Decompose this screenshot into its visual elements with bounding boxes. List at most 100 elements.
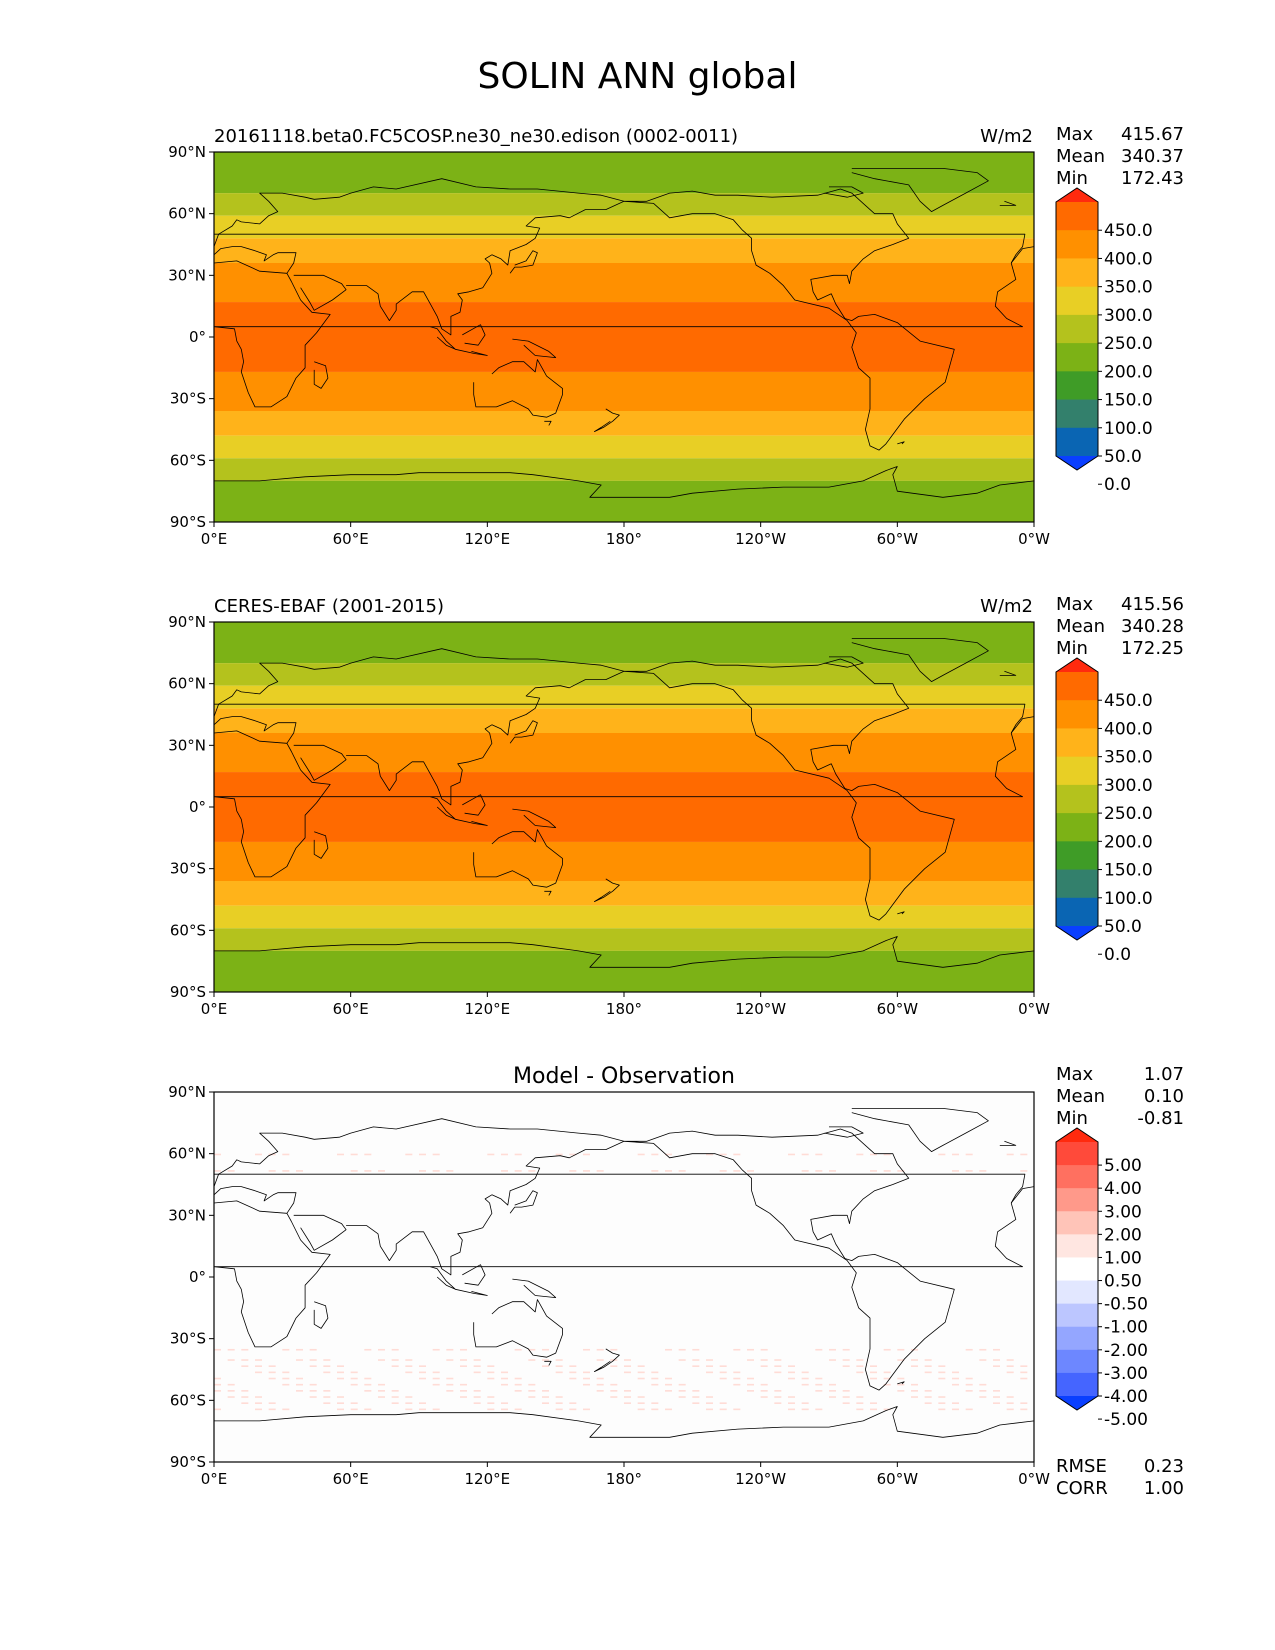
diff-speckle xyxy=(241,1348,249,1351)
diff-speckle xyxy=(651,1402,659,1404)
lat-tick-label: 30°S xyxy=(170,390,206,408)
diff-speckle xyxy=(227,1348,235,1351)
colorbar-tick-label: 400.0 xyxy=(1104,719,1153,739)
diff-speckle xyxy=(624,1371,631,1374)
diff-speckle xyxy=(364,1390,372,1392)
colorbar-tick-label: 1.00 xyxy=(1104,1248,1142,1268)
diff-speckle xyxy=(624,1359,631,1361)
diff-speckle xyxy=(255,1359,262,1361)
lat-tick-label: 30°N xyxy=(168,1206,206,1224)
diff-speckle xyxy=(610,1396,618,1398)
diff-speckle xyxy=(419,1402,426,1404)
abs-colorbar: 450.0 400.0 350.0 300.0 250.0 200.0 150.0 100.0… xyxy=(1055,657,1153,965)
diff-speckle xyxy=(692,1359,700,1361)
coastline xyxy=(462,794,486,816)
diff-speckle xyxy=(774,1371,782,1374)
diff-speckle xyxy=(473,1365,481,1367)
diff-speckle xyxy=(733,1383,741,1386)
coastlines xyxy=(213,168,1035,498)
diff-speckle xyxy=(542,1396,549,1398)
diff-speckle xyxy=(350,1408,358,1411)
diff-speckle xyxy=(473,1390,481,1392)
diff-speckle xyxy=(268,1170,276,1172)
colorbar-extend-bottom xyxy=(1056,926,1098,940)
diff-background xyxy=(214,1092,1034,1462)
diff-speckle xyxy=(583,1348,590,1351)
diff-speckle xyxy=(651,1408,659,1411)
diff-speckle xyxy=(255,1408,262,1411)
colorbar-swatch xyxy=(1056,756,1098,786)
coastline xyxy=(594,878,620,903)
diff-speckle xyxy=(350,1371,358,1374)
coastline xyxy=(623,658,955,921)
diff-speckle xyxy=(227,1390,235,1392)
colorbar-tick-label: 100.0 xyxy=(1104,419,1153,439)
min-label: Min xyxy=(1056,1108,1088,1129)
diff-speckle xyxy=(801,1402,809,1404)
lon-tick-label: 120°W xyxy=(735,1470,786,1488)
lon-tick-label: 0°W xyxy=(1018,1000,1050,1018)
colorbar-swatch xyxy=(1056,286,1098,316)
diff-colorbar: 5.00 4.00 3.00 2.00 1.00 0.50 -0.50 -1.00 -2.00 -… xyxy=(1055,1127,1148,1430)
diff-speckle xyxy=(419,1170,426,1172)
diff-speckle xyxy=(350,1383,358,1386)
diff-speckle xyxy=(501,1377,508,1380)
colorbar-extend-top xyxy=(1056,188,1098,202)
coastline xyxy=(512,808,557,829)
diff-speckle xyxy=(651,1371,659,1374)
field-band xyxy=(214,708,1034,733)
diff-speckle xyxy=(692,1390,700,1392)
diff-speckle xyxy=(378,1383,385,1386)
diff-speckle xyxy=(1006,1153,1014,1156)
diff-speckle xyxy=(268,1408,276,1411)
diff-speckle xyxy=(432,1383,440,1386)
diff-speckle xyxy=(637,1153,645,1156)
diff-speckle xyxy=(665,1408,672,1411)
diff-speckle xyxy=(446,1390,454,1392)
diff-speckle xyxy=(296,1359,303,1361)
diff-speckle xyxy=(924,1402,932,1404)
coastline xyxy=(1010,246,1035,264)
diff-speckle xyxy=(432,1371,440,1374)
diff-speckle xyxy=(596,1359,604,1361)
colorbar-tick-label: -1.00 xyxy=(1104,1318,1148,1338)
diff-speckle xyxy=(952,1408,959,1411)
coastline xyxy=(897,911,905,915)
panel-title: 20161118.beta0.FC5COSP.ne30_ne30.edison … xyxy=(214,126,739,147)
diff-speckle xyxy=(979,1390,987,1392)
diff-speckle xyxy=(255,1371,262,1374)
coastline xyxy=(313,1301,329,1329)
lon-tick-label: 0°E xyxy=(201,1470,228,1488)
colorbar-extend-bottom xyxy=(1056,456,1098,470)
diff-speckle xyxy=(678,1396,686,1398)
colorbar-swatch xyxy=(1056,784,1098,814)
diff-speckle xyxy=(337,1408,344,1411)
diff-speckle xyxy=(760,1365,768,1367)
diff-speckle xyxy=(350,1402,358,1404)
diff-speckle xyxy=(856,1371,864,1374)
coastline xyxy=(213,1186,297,1214)
diff-speckle xyxy=(227,1359,235,1361)
diff-speckle xyxy=(241,1359,249,1361)
field-band xyxy=(214,663,1034,686)
diff-speckle xyxy=(965,1153,973,1156)
lon-tick-label: 0°E xyxy=(201,530,228,548)
diff-speckle xyxy=(774,1359,782,1361)
diff-speckle xyxy=(419,1365,426,1367)
diff-speckle xyxy=(446,1377,454,1380)
coastline xyxy=(509,720,538,744)
diff-speckle xyxy=(829,1390,836,1392)
lat-tick-label: 30°N xyxy=(168,266,206,284)
colorbar-swatch xyxy=(1056,1188,1098,1212)
diff-speckle xyxy=(528,1390,536,1392)
mean-value: 0.10 xyxy=(1143,1086,1184,1107)
diff-speckle xyxy=(391,1348,399,1351)
diff-speckle xyxy=(528,1170,536,1172)
diff-speckle xyxy=(856,1359,864,1361)
field-band xyxy=(214,685,1034,709)
diff-speckle xyxy=(637,1365,645,1367)
mean-label: Mean xyxy=(1056,1086,1106,1107)
diff-speckle xyxy=(924,1359,932,1361)
diff-speckle xyxy=(446,1359,454,1361)
diff-speckle xyxy=(733,1153,741,1156)
